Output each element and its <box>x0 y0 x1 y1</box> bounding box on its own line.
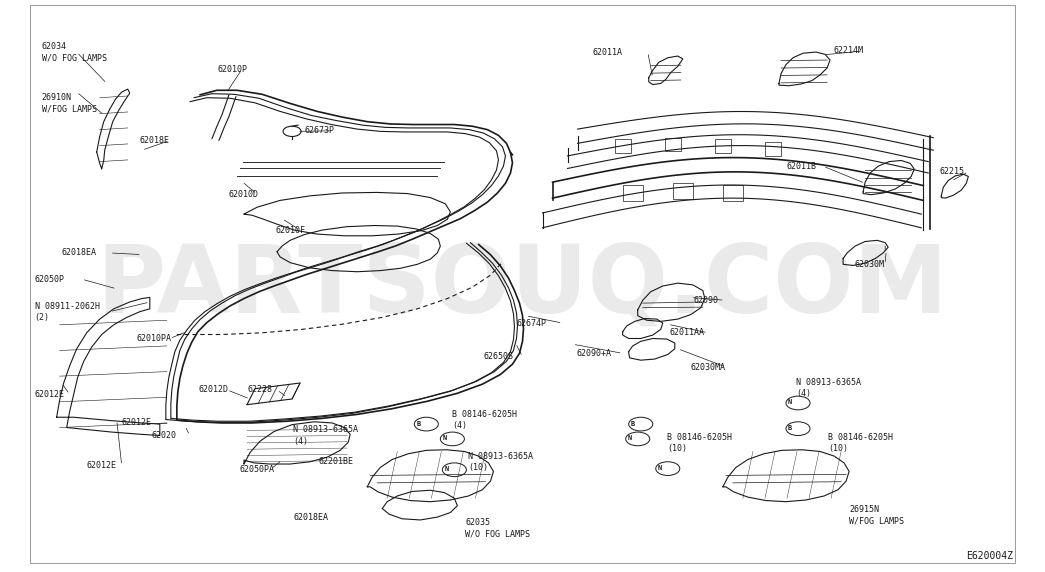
Text: 62010PA: 62010PA <box>137 334 171 343</box>
Text: E620004Z: E620004Z <box>967 551 1014 561</box>
Text: 62673P: 62673P <box>304 126 334 136</box>
Bar <box>723 185 743 201</box>
Text: B 08146-6205H
(4): B 08146-6205H (4) <box>452 410 517 430</box>
Text: N: N <box>657 465 661 471</box>
Text: 62012D: 62012D <box>199 386 229 394</box>
Text: N: N <box>442 435 446 442</box>
Text: 62011AA: 62011AA <box>670 328 704 337</box>
Text: PARTSOUQ.COM: PARTSOUQ.COM <box>97 240 948 332</box>
Text: 62012E: 62012E <box>122 419 152 427</box>
Text: 62010P: 62010P <box>218 65 248 74</box>
Text: 62020: 62020 <box>152 431 177 440</box>
Text: 26915N
W/FOG LAMPS: 26915N W/FOG LAMPS <box>850 505 904 526</box>
Text: 62012E: 62012E <box>34 390 65 399</box>
Text: 26910N
W/FOG LAMPS: 26910N W/FOG LAMPS <box>42 93 96 113</box>
Text: 62201BE: 62201BE <box>318 457 353 466</box>
Text: 62010F: 62010F <box>275 225 305 235</box>
Bar <box>715 140 730 153</box>
Text: 62090: 62090 <box>694 296 719 305</box>
Text: 62228: 62228 <box>248 386 273 394</box>
Text: B 08146-6205H
(10): B 08146-6205H (10) <box>828 433 893 453</box>
Text: N: N <box>788 399 792 406</box>
Text: B: B <box>788 425 792 431</box>
Text: 62030MA: 62030MA <box>691 363 726 372</box>
Text: N: N <box>628 435 632 442</box>
Text: N 08913-6365A
(10): N 08913-6365A (10) <box>468 452 533 472</box>
Text: 62018EA: 62018EA <box>293 513 328 522</box>
Bar <box>623 185 643 201</box>
Text: B 08146-6205H
(10): B 08146-6205H (10) <box>667 433 732 453</box>
Text: N 08913-6365A
(4): N 08913-6365A (4) <box>293 426 358 446</box>
Text: B: B <box>630 420 634 427</box>
Text: 62215: 62215 <box>939 168 965 176</box>
Text: N: N <box>444 466 448 472</box>
Text: 62011B: 62011B <box>787 162 817 170</box>
Text: N 08913-6365A
(4): N 08913-6365A (4) <box>796 378 861 398</box>
Bar <box>665 138 680 152</box>
Text: 62035
W/O FOG LAMPS: 62035 W/O FOG LAMPS <box>465 518 531 539</box>
Text: 62090+A: 62090+A <box>577 349 611 358</box>
Text: 62018E: 62018E <box>140 136 169 145</box>
Text: B: B <box>416 420 420 427</box>
Text: 62018EA: 62018EA <box>62 248 96 257</box>
Bar <box>673 182 693 198</box>
Text: 62214M: 62214M <box>833 46 863 55</box>
Text: 62010D: 62010D <box>229 190 259 198</box>
Text: 62030M: 62030M <box>854 260 884 269</box>
Text: 62674P: 62674P <box>516 319 547 328</box>
Text: 62050PA: 62050PA <box>240 465 275 474</box>
Text: 62034
W/O FOG LAMPS: 62034 W/O FOG LAMPS <box>42 42 107 62</box>
Text: 62011A: 62011A <box>593 47 623 57</box>
Text: N 08911-2062H
(2): N 08911-2062H (2) <box>34 301 99 321</box>
Text: 62050P: 62050P <box>34 275 65 284</box>
Text: 62650S: 62650S <box>484 352 513 362</box>
Bar <box>765 142 781 156</box>
Text: 62012E: 62012E <box>87 461 117 470</box>
Bar <box>614 140 631 153</box>
